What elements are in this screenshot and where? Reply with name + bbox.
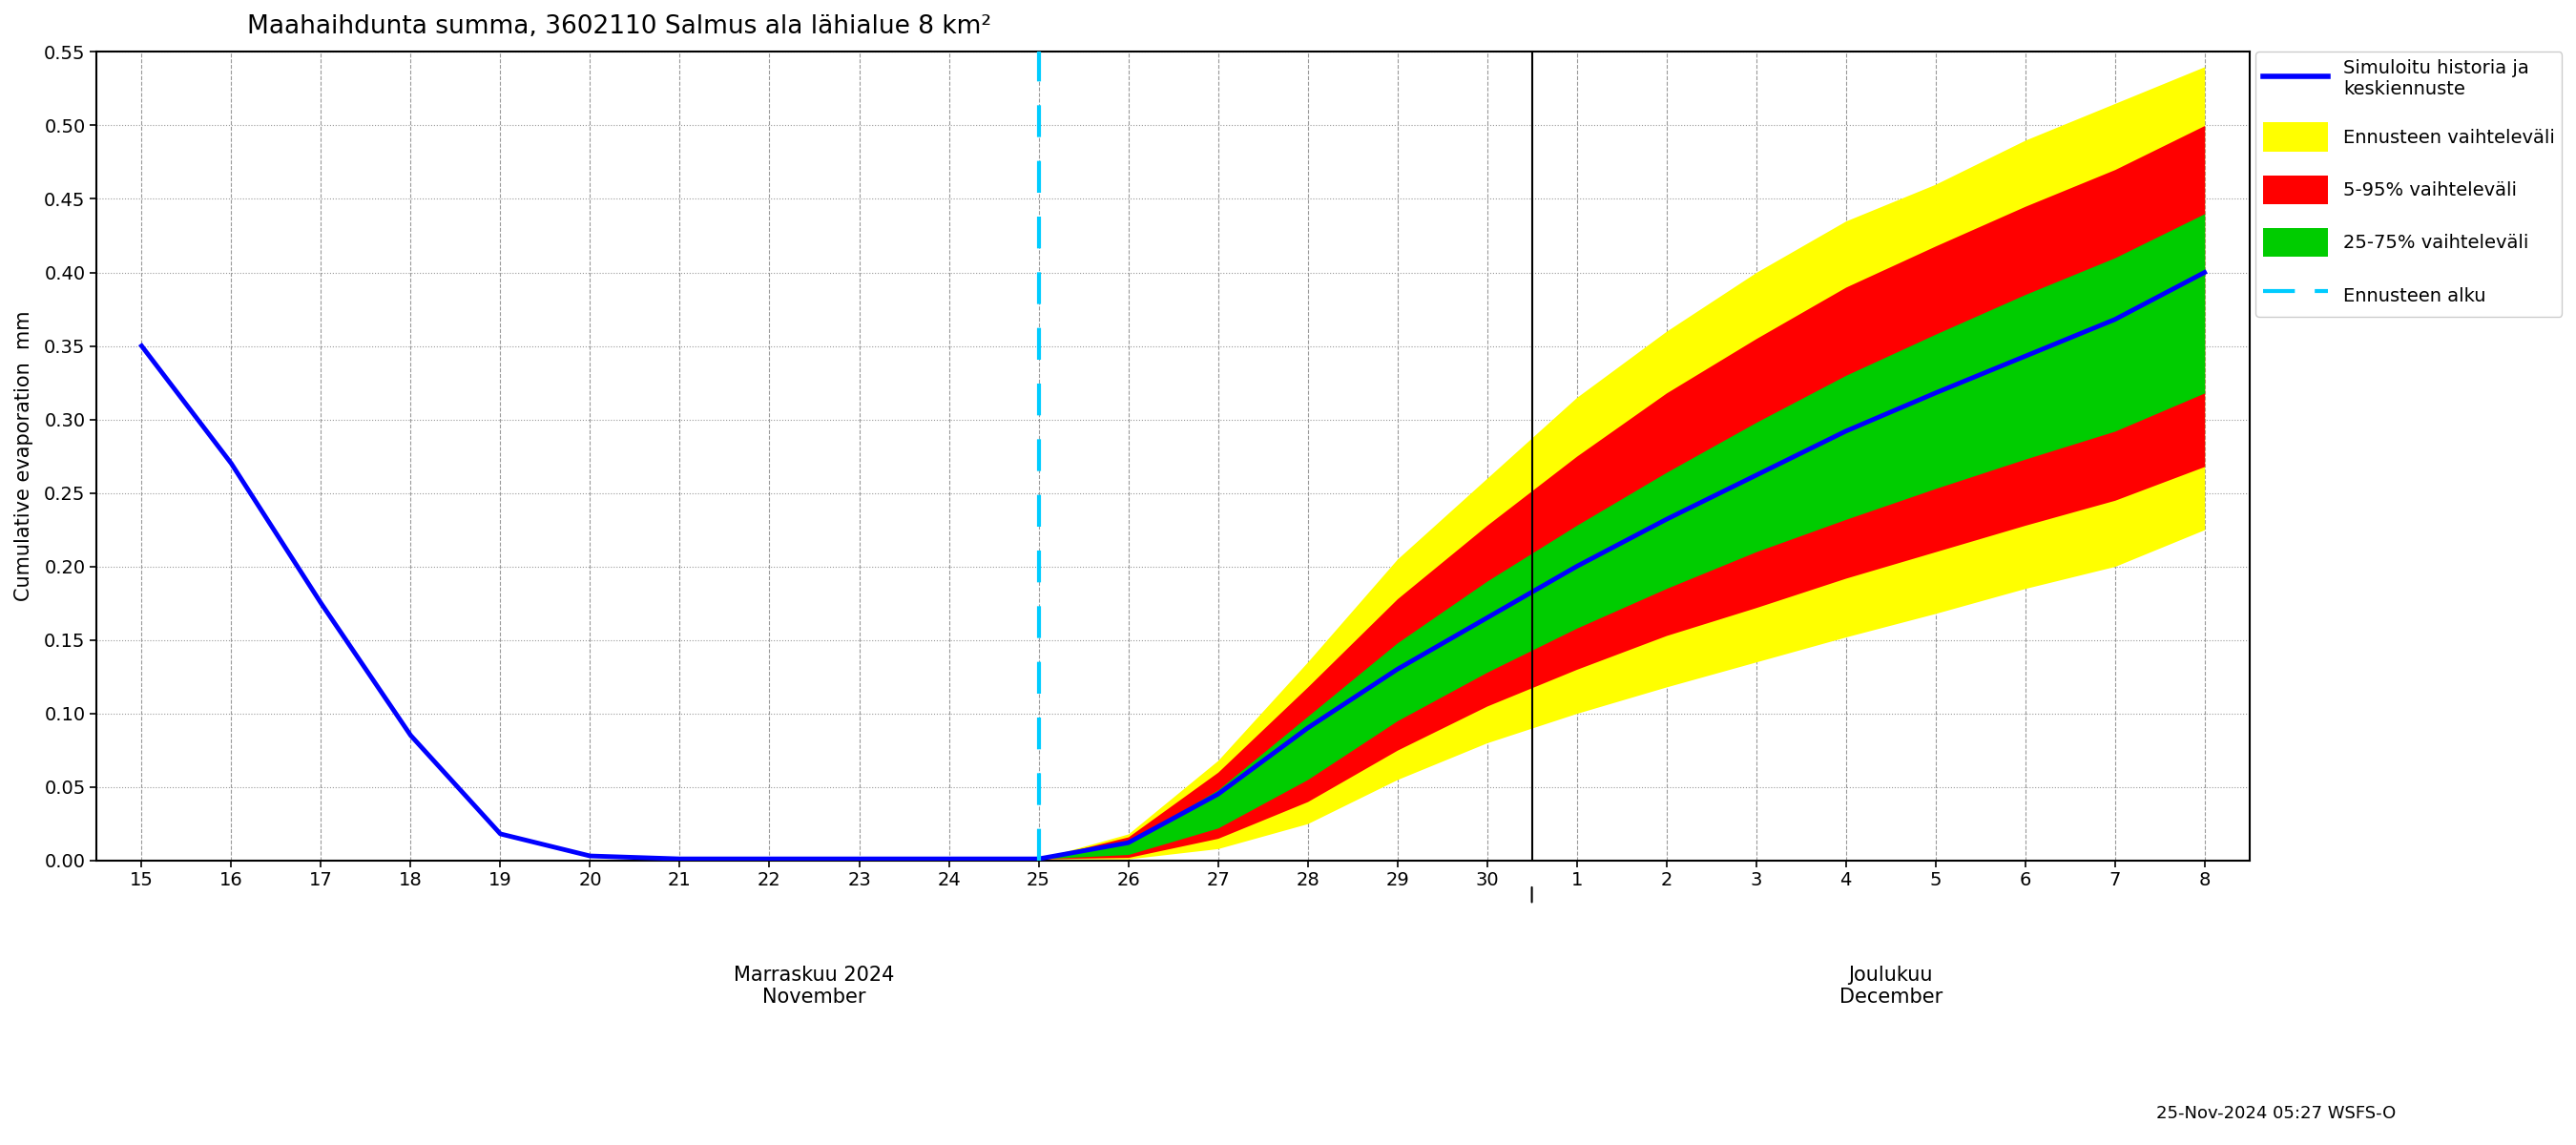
- Text: Marraskuu 2024
November: Marraskuu 2024 November: [734, 965, 894, 1006]
- Text: Joulukuu
December: Joulukuu December: [1839, 965, 1942, 1006]
- Y-axis label: Cumulative evaporation  mm: Cumulative evaporation mm: [15, 311, 33, 601]
- Text: Maahaihdunta summa, 3602110 Salmus ala lähialue 8 km²: Maahaihdunta summa, 3602110 Salmus ala l…: [247, 14, 992, 39]
- Text: 25-Nov-2024 05:27 WSFS-O: 25-Nov-2024 05:27 WSFS-O: [2156, 1105, 2396, 1122]
- Legend: Simuloitu historia ja
keskiennuste, Ennusteen vaihteleväli, 5-95% vaihteleväli, : Simuloitu historia ja keskiennuste, Ennu…: [2257, 52, 2563, 317]
